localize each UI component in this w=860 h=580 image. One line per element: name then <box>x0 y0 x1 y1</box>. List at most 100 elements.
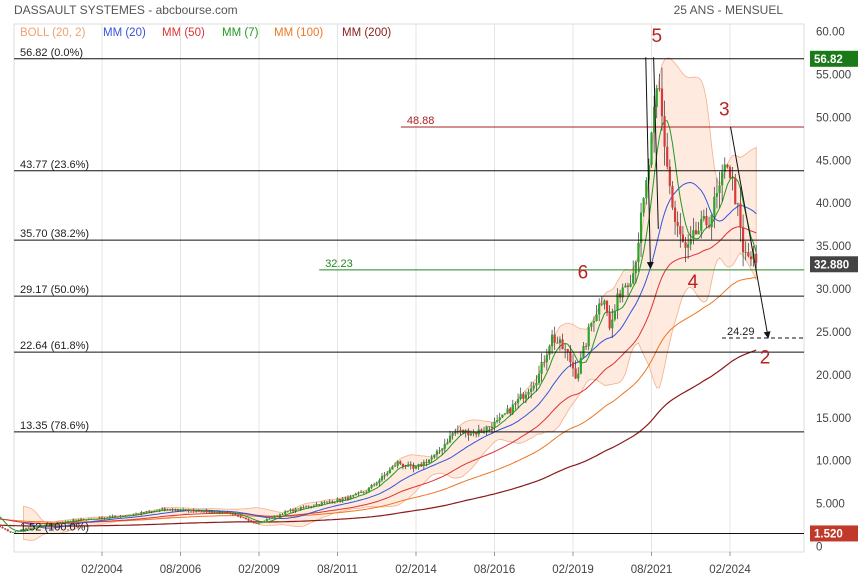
candle-body <box>255 523 258 524</box>
candle-body <box>558 339 562 344</box>
candle-body <box>318 504 321 505</box>
y-tick-label: 60.00 <box>816 27 845 39</box>
candle-body <box>516 399 520 404</box>
candle-body <box>616 293 619 311</box>
y-tick-label: 25.000 <box>816 327 851 339</box>
candle-body <box>498 417 501 421</box>
candle-body <box>747 252 750 257</box>
fib-label: 35.70 (38.2%) <box>20 228 89 240</box>
candle-body <box>121 516 125 517</box>
candle-body <box>621 287 624 298</box>
candle-body <box>184 509 187 511</box>
candle-body <box>488 426 491 428</box>
price-tag-bg <box>810 50 858 67</box>
candle-body <box>11 532 15 533</box>
candle-body <box>626 285 630 287</box>
target-label: 24.29 <box>727 326 755 338</box>
candle-body <box>98 517 101 519</box>
candle-body <box>681 234 685 243</box>
candle-body <box>530 388 533 392</box>
candle-body <box>171 509 174 511</box>
candle-body <box>276 515 279 517</box>
candle-body <box>189 509 193 512</box>
candle-body <box>286 511 289 512</box>
candle-body <box>106 517 109 519</box>
candle-body <box>221 511 224 514</box>
candle-body <box>77 519 80 521</box>
x-axis: 02/2004 08/2006 02/2009 08/2011 02/2014 08/20… <box>81 552 751 576</box>
candle-body <box>417 463 420 466</box>
price-tag-label: 1.520 <box>814 528 843 540</box>
bollinger-area <box>23 57 757 541</box>
x-tick-label: 08/2011 <box>317 564 358 576</box>
candle-body <box>14 531 17 533</box>
candle-body <box>22 529 25 531</box>
candle-body <box>108 516 111 518</box>
candle-body <box>632 273 635 284</box>
candle-body <box>380 476 384 481</box>
candle-body <box>344 497 347 499</box>
candle-body <box>328 501 331 503</box>
candle-body <box>72 519 75 521</box>
candle-body <box>74 519 77 521</box>
fib-label: 43.77 (23.6%) <box>20 159 89 171</box>
candle-body <box>441 448 444 451</box>
candle-body <box>535 383 538 386</box>
x-tick-label: 02/2004 <box>81 564 123 576</box>
candle-body <box>734 177 737 205</box>
candle-body <box>639 212 643 243</box>
y-tick-label: 50.000 <box>816 112 851 124</box>
candle-body <box>197 510 200 512</box>
ma20-line <box>23 181 757 529</box>
y-tick-label: 55.000 <box>816 69 851 81</box>
y-tick-label: 15.000 <box>816 413 851 425</box>
candle-body <box>336 498 339 502</box>
projection-arrow <box>730 126 771 339</box>
candle-body <box>127 515 130 516</box>
candle-body <box>592 321 596 323</box>
candle-body <box>577 373 580 379</box>
candle-body <box>548 346 551 355</box>
candle-body <box>629 283 632 287</box>
candle-body <box>1 527 4 529</box>
candle-body <box>668 166 671 187</box>
wave-label: 2 <box>760 348 771 369</box>
legend-mm20: MM (20) <box>103 27 146 39</box>
y-tick-label: 45.000 <box>816 155 851 167</box>
candle-body <box>412 465 415 469</box>
candle-body <box>556 342 559 344</box>
x-tick-label: 02/2024 <box>709 564 751 576</box>
candle-body <box>252 521 255 524</box>
x-tick-label: 08/2021 <box>631 564 673 576</box>
price-tag-bg <box>810 256 858 273</box>
candle-body <box>297 508 300 510</box>
x-tick-label: 02/2014 <box>395 564 437 576</box>
candle-body <box>137 513 140 515</box>
candle-body <box>694 230 698 235</box>
candle-body <box>268 518 271 520</box>
candle-body <box>260 521 263 524</box>
candle-body <box>383 475 386 477</box>
candle-body <box>284 511 287 515</box>
candle-body <box>749 256 753 260</box>
candle-body <box>339 498 342 501</box>
candle-body <box>430 457 433 460</box>
candle-body <box>435 451 439 455</box>
ma50-line <box>0 226 757 525</box>
candle-body <box>349 496 352 500</box>
candle-body <box>354 493 357 496</box>
candle-body <box>247 519 250 521</box>
wave-label: 6 <box>578 263 589 284</box>
candle-body <box>459 429 462 432</box>
candle-body <box>744 252 747 253</box>
candle-body <box>352 495 355 497</box>
candle-body <box>226 512 229 514</box>
candle-body <box>265 518 268 522</box>
wave-arrow <box>645 57 654 270</box>
candle-body <box>587 326 590 347</box>
y-tick-label: 0 <box>816 542 822 554</box>
candle-body <box>250 520 253 522</box>
candle-body <box>291 509 295 512</box>
candle-body <box>666 146 669 167</box>
candle-body <box>684 242 687 248</box>
